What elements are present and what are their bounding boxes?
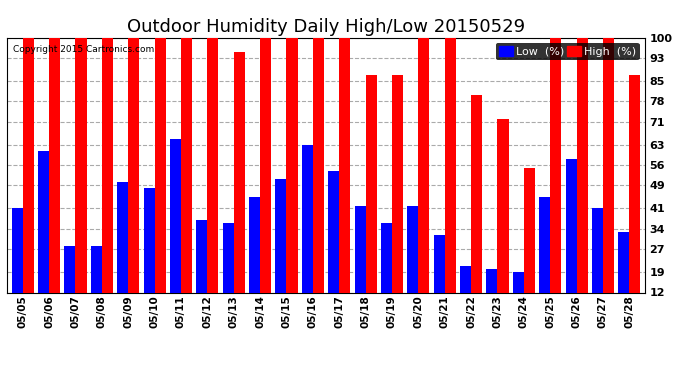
- Bar: [302, 145, 313, 292]
- Bar: [260, 38, 271, 292]
- Bar: [181, 38, 192, 292]
- Bar: [286, 38, 297, 292]
- Bar: [603, 38, 614, 292]
- Bar: [618, 232, 629, 292]
- Bar: [539, 197, 550, 292]
- Bar: [223, 223, 234, 292]
- Bar: [64, 246, 75, 292]
- Bar: [486, 269, 497, 292]
- Bar: [249, 197, 260, 292]
- Bar: [445, 38, 456, 292]
- Bar: [207, 38, 219, 292]
- Bar: [23, 38, 34, 292]
- Bar: [49, 38, 60, 292]
- Bar: [513, 272, 524, 292]
- Bar: [155, 38, 166, 292]
- Bar: [275, 180, 286, 292]
- Bar: [12, 209, 23, 292]
- Bar: [366, 75, 377, 292]
- Bar: [592, 209, 603, 292]
- Bar: [566, 159, 577, 292]
- Bar: [144, 188, 155, 292]
- Bar: [460, 266, 471, 292]
- Bar: [392, 75, 403, 292]
- Bar: [418, 38, 429, 292]
- Bar: [38, 150, 49, 292]
- Bar: [339, 38, 351, 292]
- Bar: [407, 206, 418, 292]
- Bar: [128, 38, 139, 292]
- Bar: [117, 182, 128, 292]
- Bar: [170, 139, 181, 292]
- Bar: [313, 38, 324, 292]
- Bar: [102, 38, 113, 292]
- Bar: [234, 52, 245, 292]
- Title: Outdoor Humidity Daily High/Low 20150529: Outdoor Humidity Daily High/Low 20150529: [127, 18, 525, 36]
- Bar: [524, 168, 535, 292]
- Bar: [196, 220, 207, 292]
- Bar: [91, 246, 102, 292]
- Bar: [497, 118, 509, 292]
- Bar: [433, 234, 445, 292]
- Bar: [381, 223, 392, 292]
- Bar: [328, 171, 339, 292]
- Bar: [355, 206, 366, 292]
- Legend: Low  (%), High  (%): Low (%), High (%): [496, 43, 640, 60]
- Bar: [471, 96, 482, 292]
- Text: Copyright 2015 Cartronics.com: Copyright 2015 Cartronics.com: [13, 45, 155, 54]
- Bar: [550, 38, 561, 292]
- Bar: [629, 75, 640, 292]
- Bar: [75, 38, 86, 292]
- Bar: [577, 38, 588, 292]
